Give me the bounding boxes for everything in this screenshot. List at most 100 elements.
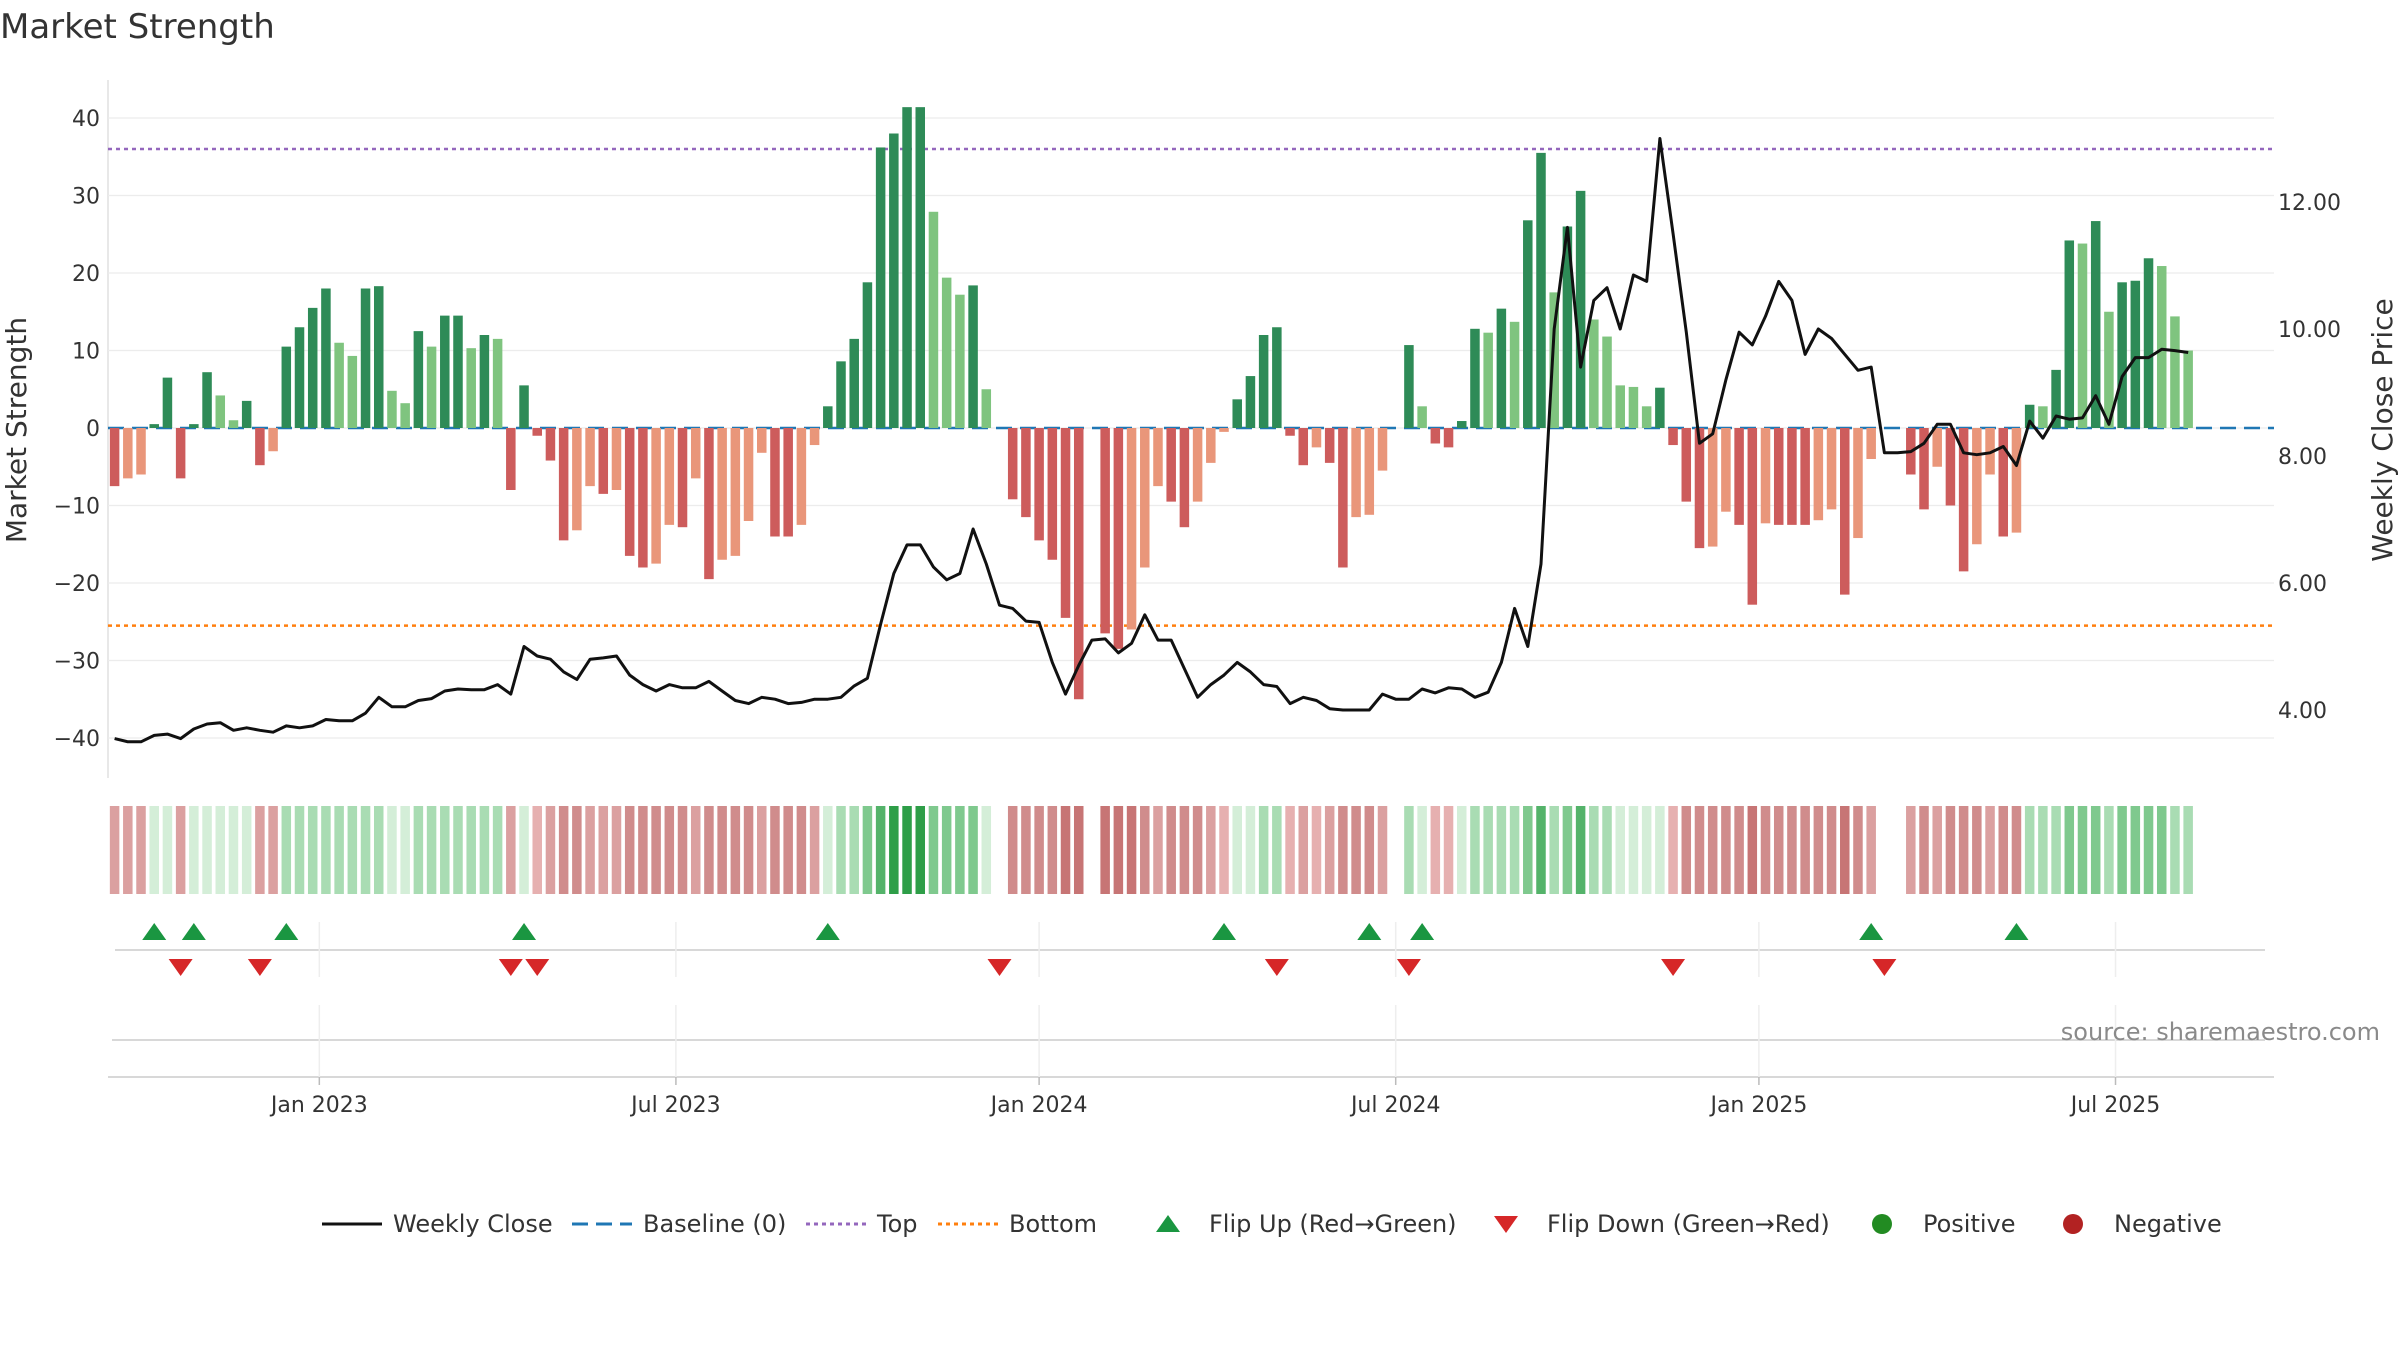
strength-bar [1787,428,1797,525]
strip-cell [1773,806,1784,894]
flip-up-marker [1410,923,1435,940]
strip-cell [1417,806,1427,894]
left-tick-label: 0 [86,417,100,442]
legend-item: Top [806,1210,918,1238]
strip-cell [1800,806,1810,894]
strength-bar [1734,428,1744,525]
strip-cell [1734,806,1744,894]
legend-label: Top [876,1210,918,1238]
strip-cell [1760,806,1771,894]
strip-cell [1575,806,1586,894]
strength-bar [1113,428,1124,649]
strip-cell [1338,806,1348,894]
strength-bar [690,428,701,479]
strip-cell [1562,806,1573,894]
strip-cell [479,806,490,894]
strength-bar [1668,428,1678,446]
flip-up-marker [1212,923,1237,940]
strength-bar [1364,428,1375,515]
strength-bar [1840,428,1850,595]
strip-cell [2011,806,2022,894]
strip-cell [1787,806,1797,894]
strip-cell [1007,806,1018,894]
strip-cell [1549,806,1559,894]
right-axis-title: Weekly Close Price [2366,298,2399,561]
strength-bar [1232,399,1242,428]
flip-down-marker [1661,959,1686,976]
right-tick-label: 10.00 [2278,318,2341,343]
strip-cell [1351,806,1361,894]
strength-bar [862,282,873,428]
x-tick-label: Jul 2024 [1349,1093,1441,1118]
left-tick-label: 10 [72,340,100,365]
legend-item: Bottom [938,1210,1097,1238]
strip-cell [598,806,609,894]
strength-bar [1404,345,1414,428]
source-credit: source: sharemaestro.com [2061,1018,2380,1046]
strength-bar [1285,428,1295,436]
strength-bar [1311,428,1322,448]
strength-bar [1998,428,2009,537]
strength-bar [1575,190,1586,428]
strength-bar [1602,336,1612,428]
strip-cell [1456,806,1467,894]
strength-bar [875,147,886,428]
strength-bar [506,428,516,490]
strip-cell [1113,806,1124,894]
strength-bar [757,428,767,453]
strength-bar [1351,428,1361,518]
strip-cell [426,806,437,894]
strength-bar [1866,428,1876,459]
strip-cell [2038,806,2048,894]
flip-up-marker [512,923,537,940]
strip-cell [1813,806,1824,894]
strength-bar [572,428,582,531]
left-axis-ticks: −40 −30 −20 −10 0 10 20 30 40 [54,107,100,752]
strip-cell [796,806,807,894]
strength-bar [1509,321,1520,428]
date-axis-panel: Jan 2023 Jul 2023 Jan 2024 Jul 2024 Jan 2025… [108,1005,2380,1118]
flip-up-marker [142,923,167,940]
strip-cell [1694,806,1705,894]
strip-cell [1245,806,1256,894]
strength-bar [2077,243,2088,428]
strength-bars [109,107,2193,700]
strength-bar [175,428,186,479]
strength-bar [1034,428,1044,541]
strength-bar [215,395,226,428]
strip-cell [823,806,833,894]
strip-cell [440,806,450,894]
strip-cell [2090,806,2101,894]
strength-bar [624,428,635,556]
strip-cell [1298,806,1309,894]
left-axis-title: Market Strength [0,317,33,543]
strength-bar [400,403,410,428]
strength-bar [2170,316,2180,428]
strength-bar [743,428,754,521]
strip-cell [387,806,397,894]
strip-cell [875,806,886,894]
strength-bar [440,315,450,428]
strip-cell [466,806,476,894]
strip-cell [611,806,622,894]
strength-bar [545,428,556,461]
strength-bar [1179,428,1190,528]
legend-triangle-down-icon [1494,1216,1518,1233]
strength-bar [1047,428,1058,560]
strength-bar [2064,240,2075,428]
strength-bar [1800,428,1810,525]
legend-label: Negative [2114,1210,2222,1238]
legend-triangle-up-icon [1156,1215,1180,1232]
strength-bar [1523,220,1533,428]
strip-cell [1840,806,1850,894]
strength-bar [241,400,252,428]
date-axis-gridlines [318,1005,2117,1077]
left-tick-label: −20 [54,572,100,597]
strip-cell [228,806,239,894]
strip-cell [690,806,701,894]
strip-cell [400,806,410,894]
strip-cell [558,806,569,894]
strip-cell [2117,806,2127,894]
strength-bar [228,420,239,428]
legend-item: Weekly Close [322,1210,553,1238]
